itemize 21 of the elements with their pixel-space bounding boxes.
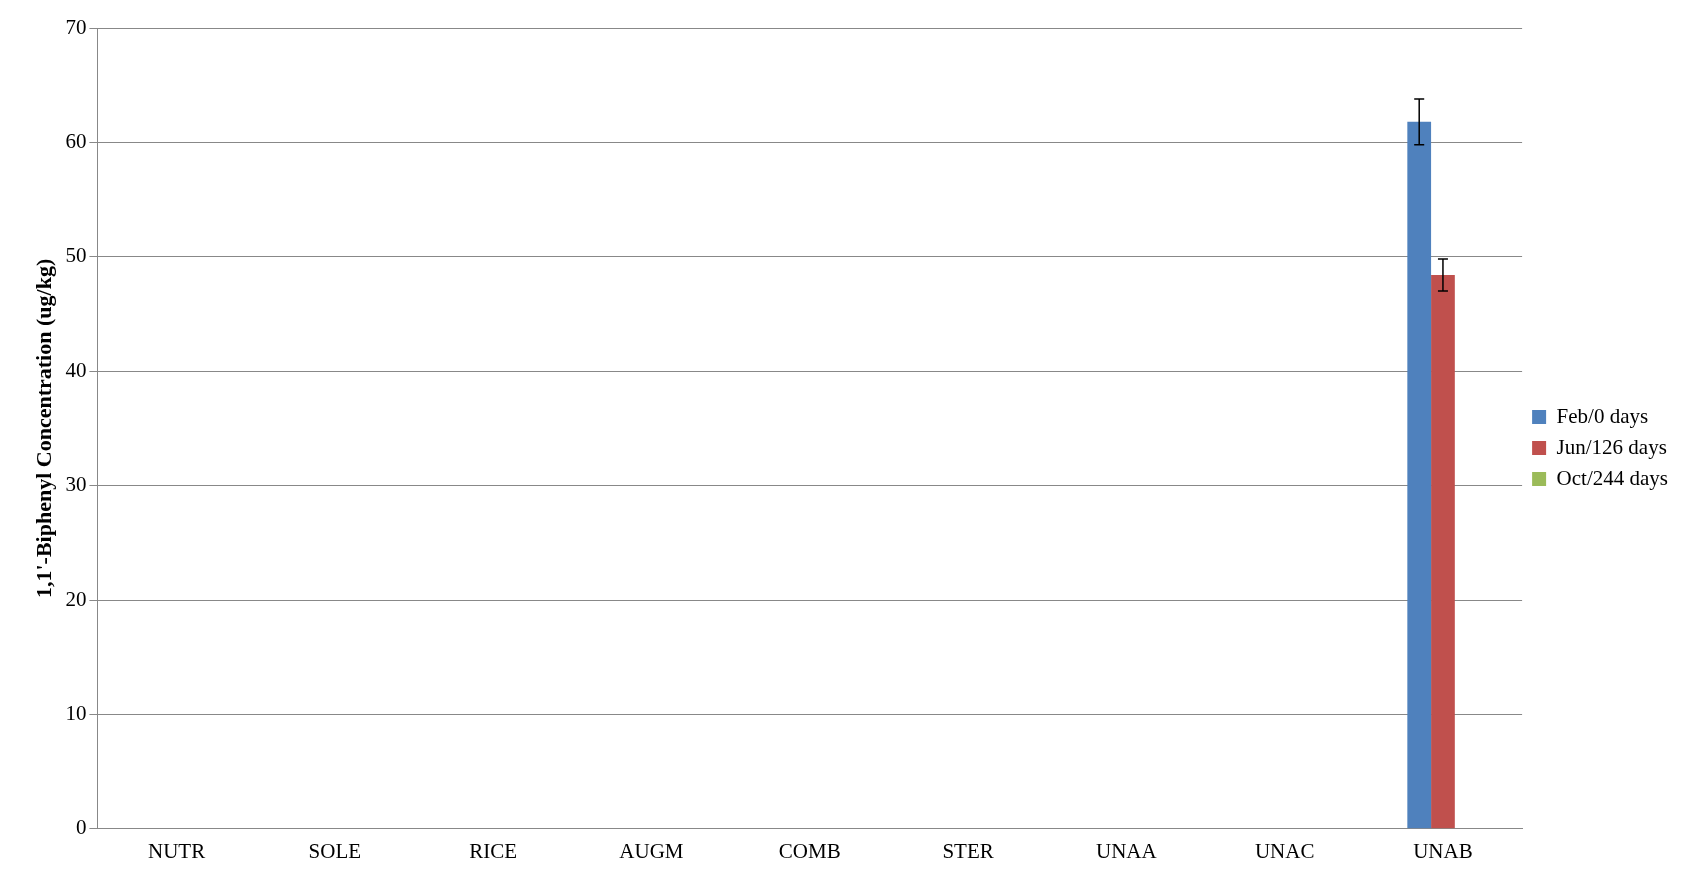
- x-tick-label: AUGM: [619, 838, 684, 863]
- y-tick-label: 30: [65, 472, 87, 497]
- x-tick-label: UNAC: [1254, 838, 1315, 863]
- x-tick-label: NUTR: [147, 838, 206, 863]
- y-tick-label: 50: [65, 243, 87, 268]
- y-tick-label: 40: [65, 357, 87, 382]
- x-tick-label: SOLE: [308, 838, 362, 863]
- x-tick-label: STER: [942, 838, 994, 863]
- y-tick-label: 0: [75, 815, 87, 840]
- y-tick-label: 20: [65, 586, 87, 611]
- x-tick-label: RICE: [469, 838, 518, 863]
- y-tick-label: 60: [65, 128, 87, 153]
- y-tick-label: 70: [65, 14, 87, 39]
- legend-label: Feb/0 days: [1556, 403, 1649, 428]
- x-tick-label: UNAB: [1413, 838, 1473, 863]
- legend-label: Jun/126 days: [1556, 434, 1667, 459]
- y-axis-title: 1,1'-Biphenyl Concentration (ug/kg): [30, 258, 56, 598]
- legend-label: Oct/244 days: [1556, 465, 1669, 490]
- x-tick-label: COMB: [778, 838, 841, 863]
- y-tick-label: 10: [65, 700, 87, 725]
- x-tick-label: UNAA: [1096, 838, 1158, 863]
